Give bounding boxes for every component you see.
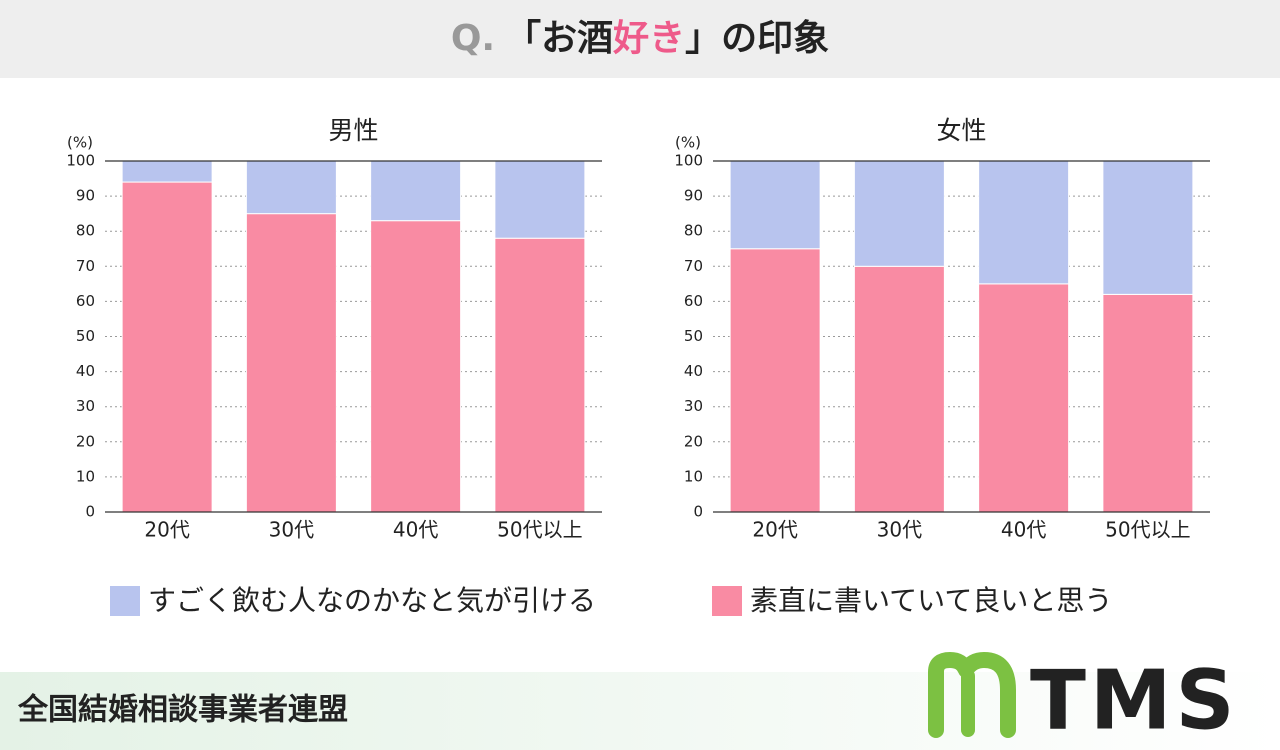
title-text: 」の印象 bbox=[685, 18, 829, 59]
bar-segment bbox=[370, 220, 462, 513]
legend-label: すごく飲む人なのかなと気が引ける bbox=[148, 584, 596, 617]
y-tick-label: 100 bbox=[66, 152, 95, 170]
x-tick-label: 50代以上 bbox=[1105, 518, 1190, 542]
y-tick-label: 30 bbox=[76, 397, 95, 415]
y-tick-label: 90 bbox=[684, 187, 703, 205]
y-tick-label: 0 bbox=[85, 503, 95, 521]
bar-segment bbox=[370, 160, 462, 222]
page-title: Q. 「お酒好き」の印象 bbox=[451, 18, 829, 59]
y-tick-label: 60 bbox=[76, 292, 95, 310]
y-axis-label: (%) bbox=[67, 134, 93, 152]
y-tick-label: 80 bbox=[76, 222, 95, 240]
y-tick-label: 50 bbox=[76, 327, 95, 345]
y-tick-label: 10 bbox=[76, 467, 95, 485]
bar-segment bbox=[494, 237, 586, 513]
y-tick-label: 0 bbox=[693, 503, 703, 521]
y-tick-label: 60 bbox=[684, 292, 703, 310]
bar-segment bbox=[121, 181, 213, 513]
bar-segment bbox=[978, 160, 1070, 285]
y-tick-label: 20 bbox=[684, 432, 703, 450]
bar-segment bbox=[1102, 160, 1194, 295]
bar-segment bbox=[245, 213, 337, 513]
y-tick-label: 40 bbox=[76, 362, 95, 380]
bar-segment bbox=[121, 160, 213, 183]
x-tick-label: 40代 bbox=[1001, 518, 1046, 542]
chart-title: 女性 bbox=[936, 116, 986, 145]
legend-label: 素直に書いていて良いと思う bbox=[750, 584, 1112, 617]
header-band bbox=[0, 0, 1280, 78]
x-tick-label: 50代以上 bbox=[497, 518, 582, 542]
chart-title: 男性 bbox=[328, 116, 378, 145]
x-tick-label: 20代 bbox=[144, 518, 189, 542]
x-tick-label: 40代 bbox=[393, 518, 438, 542]
y-tick-label: 20 bbox=[76, 432, 95, 450]
bar-segment bbox=[853, 265, 945, 513]
y-tick-label: 80 bbox=[684, 222, 703, 240]
title-highlight: 好き bbox=[612, 18, 685, 59]
y-tick-label: 100 bbox=[674, 152, 703, 170]
x-tick-label: 30代 bbox=[877, 518, 922, 542]
bar-segment bbox=[978, 283, 1070, 513]
legend-swatch bbox=[712, 586, 742, 616]
y-tick-label: 70 bbox=[684, 257, 703, 275]
x-tick-label: 20代 bbox=[752, 518, 797, 542]
bar-segment bbox=[853, 160, 945, 267]
title-q: Q. bbox=[451, 18, 495, 59]
x-tick-label: 30代 bbox=[269, 518, 314, 542]
footer-organization: 全国結婚相談事業者連盟 bbox=[17, 693, 348, 728]
legend: すごく飲む人なのかなと気が引ける 素直に書いていて良いと思う bbox=[110, 584, 1112, 617]
y-tick-label: 50 bbox=[684, 327, 703, 345]
y-tick-label: 30 bbox=[684, 397, 703, 415]
bar-segment bbox=[494, 160, 586, 239]
bar-segment bbox=[1102, 293, 1194, 513]
y-tick-label: 10 bbox=[684, 467, 703, 485]
bar-segment bbox=[245, 160, 337, 215]
legend-swatch bbox=[110, 586, 140, 616]
y-tick-label: 40 bbox=[684, 362, 703, 380]
bar-segment bbox=[729, 160, 821, 250]
footer-band bbox=[0, 672, 1280, 750]
y-axis-label: (%) bbox=[675, 134, 701, 152]
y-tick-label: 90 bbox=[76, 187, 95, 205]
title-text: 「お酒 bbox=[505, 18, 613, 59]
y-tick-label: 70 bbox=[76, 257, 95, 275]
bar-segment bbox=[729, 248, 821, 513]
logo-text: TMS bbox=[1030, 653, 1239, 748]
